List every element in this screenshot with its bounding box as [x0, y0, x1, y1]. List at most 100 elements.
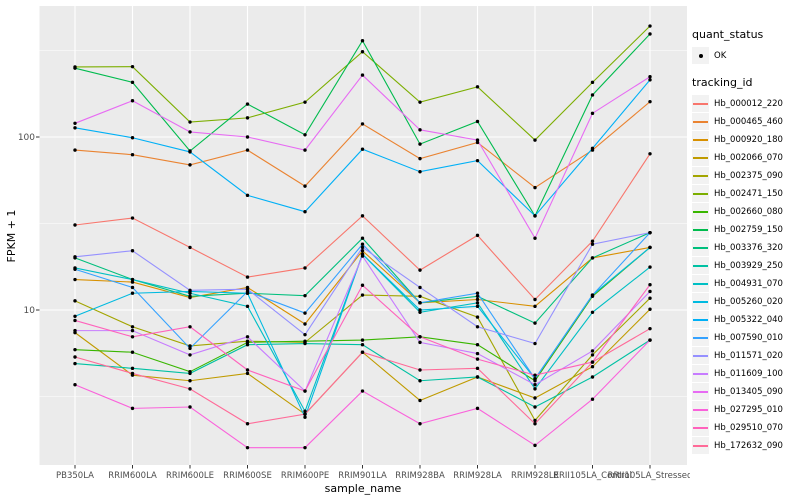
- data-point: [73, 314, 77, 318]
- data-point: [475, 158, 480, 163]
- data-point: [360, 122, 365, 126]
- data-point: [648, 245, 652, 250]
- data-point: [475, 343, 480, 347]
- data-point: [303, 148, 307, 152]
- data-point: [360, 350, 365, 354]
- data-point: [73, 347, 77, 352]
- legend-item-hb_013405_090: Hb_013405_090: [692, 383, 798, 400]
- legend-item-label: Hb_002660_080: [714, 206, 783, 217]
- data-point: [648, 78, 652, 82]
- data-point: [475, 119, 480, 124]
- x-tick-label: RRIM928LA: [453, 471, 502, 481]
- data-point: [245, 135, 250, 139]
- legend-line-swatch: [692, 95, 709, 112]
- legend-item-label: Hb_002066_070: [714, 152, 783, 163]
- data-point: [188, 387, 192, 391]
- data-point: [303, 311, 307, 315]
- data-point: [418, 379, 422, 383]
- x-tick-label: RRIM600LE: [166, 471, 214, 481]
- legend-item-label: Hb_007590_010: [714, 332, 783, 343]
- data-point: [533, 405, 537, 409]
- data-point: [360, 389, 365, 393]
- data-point: [73, 121, 77, 126]
- legend-item-hb_003929_250: Hb_003929_250: [692, 257, 798, 274]
- data-point: [303, 266, 307, 270]
- x-tick-label: RRII105LA_Control: [553, 471, 632, 481]
- data-point: [188, 294, 192, 299]
- legend-item-label: OK: [714, 50, 727, 61]
- data-point: [590, 397, 595, 401]
- data-point: [188, 344, 192, 348]
- data-point: [533, 185, 537, 190]
- data-point: [303, 341, 307, 346]
- legend-item-hb_000465_460: Hb_000465_460: [692, 113, 798, 130]
- data-point: [130, 80, 135, 85]
- panel-background: [39, 6, 687, 465]
- legend-item-label: Hb_005322_040: [714, 314, 783, 325]
- data-point: [73, 255, 77, 259]
- data-point: [130, 249, 135, 253]
- data-point: [245, 116, 250, 120]
- legend-item-label: Hb_003929_250: [714, 260, 783, 271]
- data-point: [590, 80, 595, 85]
- legend-item-label: Hb_003376_320: [714, 242, 783, 253]
- data-point: [475, 375, 480, 379]
- data-point: [130, 64, 135, 69]
- data-point: [245, 304, 250, 309]
- data-point: [73, 148, 77, 152]
- data-point: [648, 338, 652, 342]
- legend-line-swatch: [692, 113, 709, 130]
- data-point: [590, 353, 595, 357]
- data-point: [590, 111, 595, 116]
- data-point: [245, 445, 250, 450]
- data-point: [130, 277, 135, 282]
- legend-line-swatch: [692, 437, 709, 454]
- legend-item-hb_029510_070: Hb_029510_070: [692, 419, 798, 436]
- data-point: [418, 285, 422, 290]
- data-point: [418, 335, 422, 339]
- data-point: [245, 193, 250, 198]
- legend-line-swatch: [692, 131, 709, 148]
- legend-item-ok: OK: [692, 47, 798, 64]
- legend-item-hb_005322_040: Hb_005322_040: [692, 311, 798, 328]
- legend-line-swatch: [692, 257, 709, 274]
- legend-line-swatch: [692, 149, 709, 166]
- data-point: [360, 338, 365, 342]
- data-point: [130, 335, 135, 339]
- legend-line-swatch: [692, 239, 709, 256]
- legend-item-label: Hb_013405_090: [714, 386, 783, 397]
- data-point: [360, 245, 365, 250]
- y-axis-title: FPKM + 1: [5, 210, 18, 263]
- data-point: [188, 288, 192, 292]
- data-point: [303, 184, 307, 188]
- data-point: [475, 85, 480, 89]
- data-point: [130, 291, 135, 295]
- data-point: [475, 291, 480, 295]
- data-point: [360, 50, 365, 54]
- data-point: [475, 233, 480, 238]
- data-point: [648, 289, 652, 294]
- data-point: [533, 236, 537, 240]
- data-point: [130, 325, 135, 329]
- data-point: [475, 294, 480, 299]
- x-tick-label: PB350LA: [56, 471, 94, 481]
- legend-item-label: Hb_172632_090: [714, 440, 783, 451]
- data-point: [130, 136, 135, 140]
- legend-item-hb_011609_100: Hb_011609_100: [692, 365, 798, 382]
- data-point: [648, 152, 652, 156]
- legend: quant_status OK tracking_id Hb_000012_22…: [692, 28, 798, 466]
- data-point: [475, 406, 480, 411]
- data-point: [130, 406, 135, 411]
- data-point: [648, 283, 652, 287]
- data-point: [418, 340, 422, 345]
- data-point: [418, 422, 422, 426]
- data-point: [303, 100, 307, 104]
- legend-item-hb_002375_090: Hb_002375_090: [692, 167, 798, 184]
- legend-item-label: Hb_004931_070: [714, 278, 783, 289]
- data-point: [73, 267, 77, 271]
- data-point: [245, 371, 250, 376]
- legend-item-hb_007590_010: Hb_007590_010: [692, 329, 798, 346]
- data-point: [533, 377, 537, 381]
- data-point: [533, 341, 537, 346]
- legend-item-hb_000012_220: Hb_000012_220: [692, 95, 798, 112]
